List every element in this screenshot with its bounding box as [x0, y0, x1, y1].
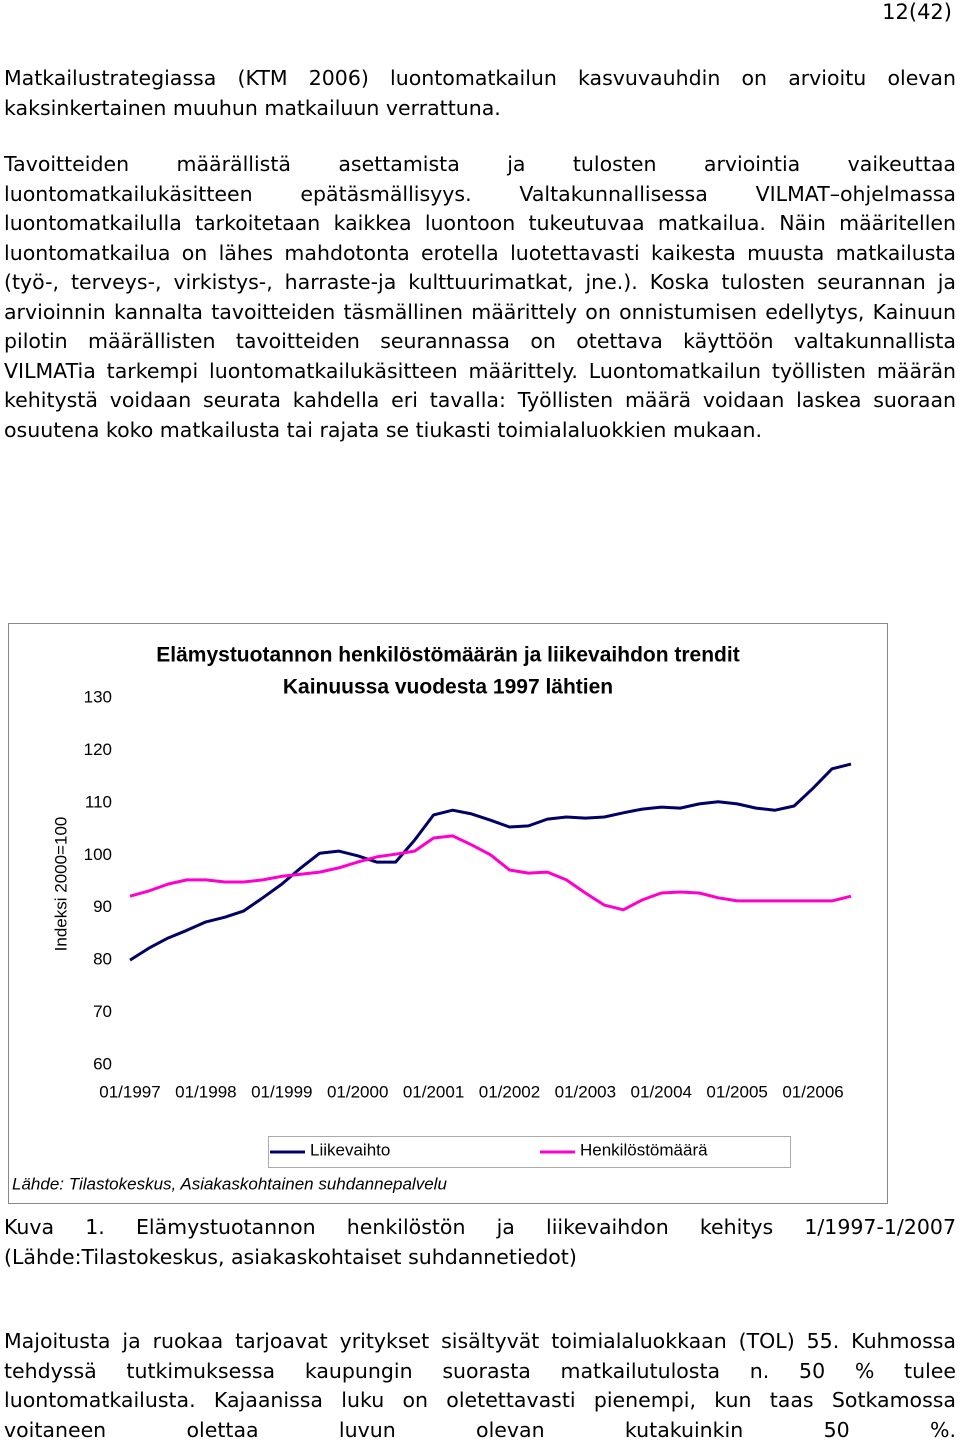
y-tick-label: 130 [84, 687, 112, 706]
paragraph: Tavoitteiden määrällistä asettamista ja … [4, 152, 956, 442]
series-line [129, 834, 852, 912]
chart-title: Elämystuotannon henkilöstömäärän ja liik… [156, 644, 739, 667]
x-tick-label: 01/2006 [782, 1082, 843, 1101]
y-axis-label: Indeksi 2000=100 [51, 817, 70, 952]
y-tick-label: 70 [93, 1002, 112, 1021]
figure-caption: Kuva 1. Elämystuotannon henkilöstön ja l… [4, 1215, 956, 1269]
y-tick-label: 90 [93, 897, 112, 916]
y-tick-label: 60 [93, 1054, 112, 1073]
x-tick-label: 01/1998 [175, 1082, 236, 1101]
chart-title: Kainuussa vuodesta 1997 lähtien [283, 676, 613, 699]
chart-source: Lähde: Tilastokeskus, Asiakaskohtainen s… [12, 1174, 447, 1193]
paragraph: Majoitusta ja ruokaa tarjoavat yritykset… [4, 1329, 956, 1442]
x-tick-label: 01/2005 [706, 1082, 767, 1101]
y-tick-label: 120 [84, 740, 112, 759]
legend-box [268, 1136, 791, 1168]
paragraph: Matkailustrategiassa (KTM 2006) luontoma… [4, 66, 956, 120]
legend-label: Liikevaihto [310, 1140, 390, 1159]
y-tick-label: 110 [85, 792, 112, 811]
x-tick-label: 01/2002 [479, 1082, 540, 1101]
series-line [129, 762, 852, 962]
y-tick-label: 80 [93, 950, 112, 969]
chart-frame [8, 623, 888, 1204]
x-tick-label: 01/2001 [403, 1082, 464, 1101]
legend-label: Henkilöstömäärä [580, 1140, 708, 1159]
page-number: 12(42) [882, 0, 952, 24]
x-tick-label: 01/1999 [251, 1082, 312, 1101]
x-tick-label: 01/2004 [631, 1082, 692, 1101]
x-tick-label: 01/2000 [327, 1082, 388, 1101]
x-tick-label: 01/1997 [99, 1082, 160, 1101]
y-tick-label: 100 [84, 845, 112, 864]
x-tick-label: 01/2003 [555, 1082, 616, 1101]
